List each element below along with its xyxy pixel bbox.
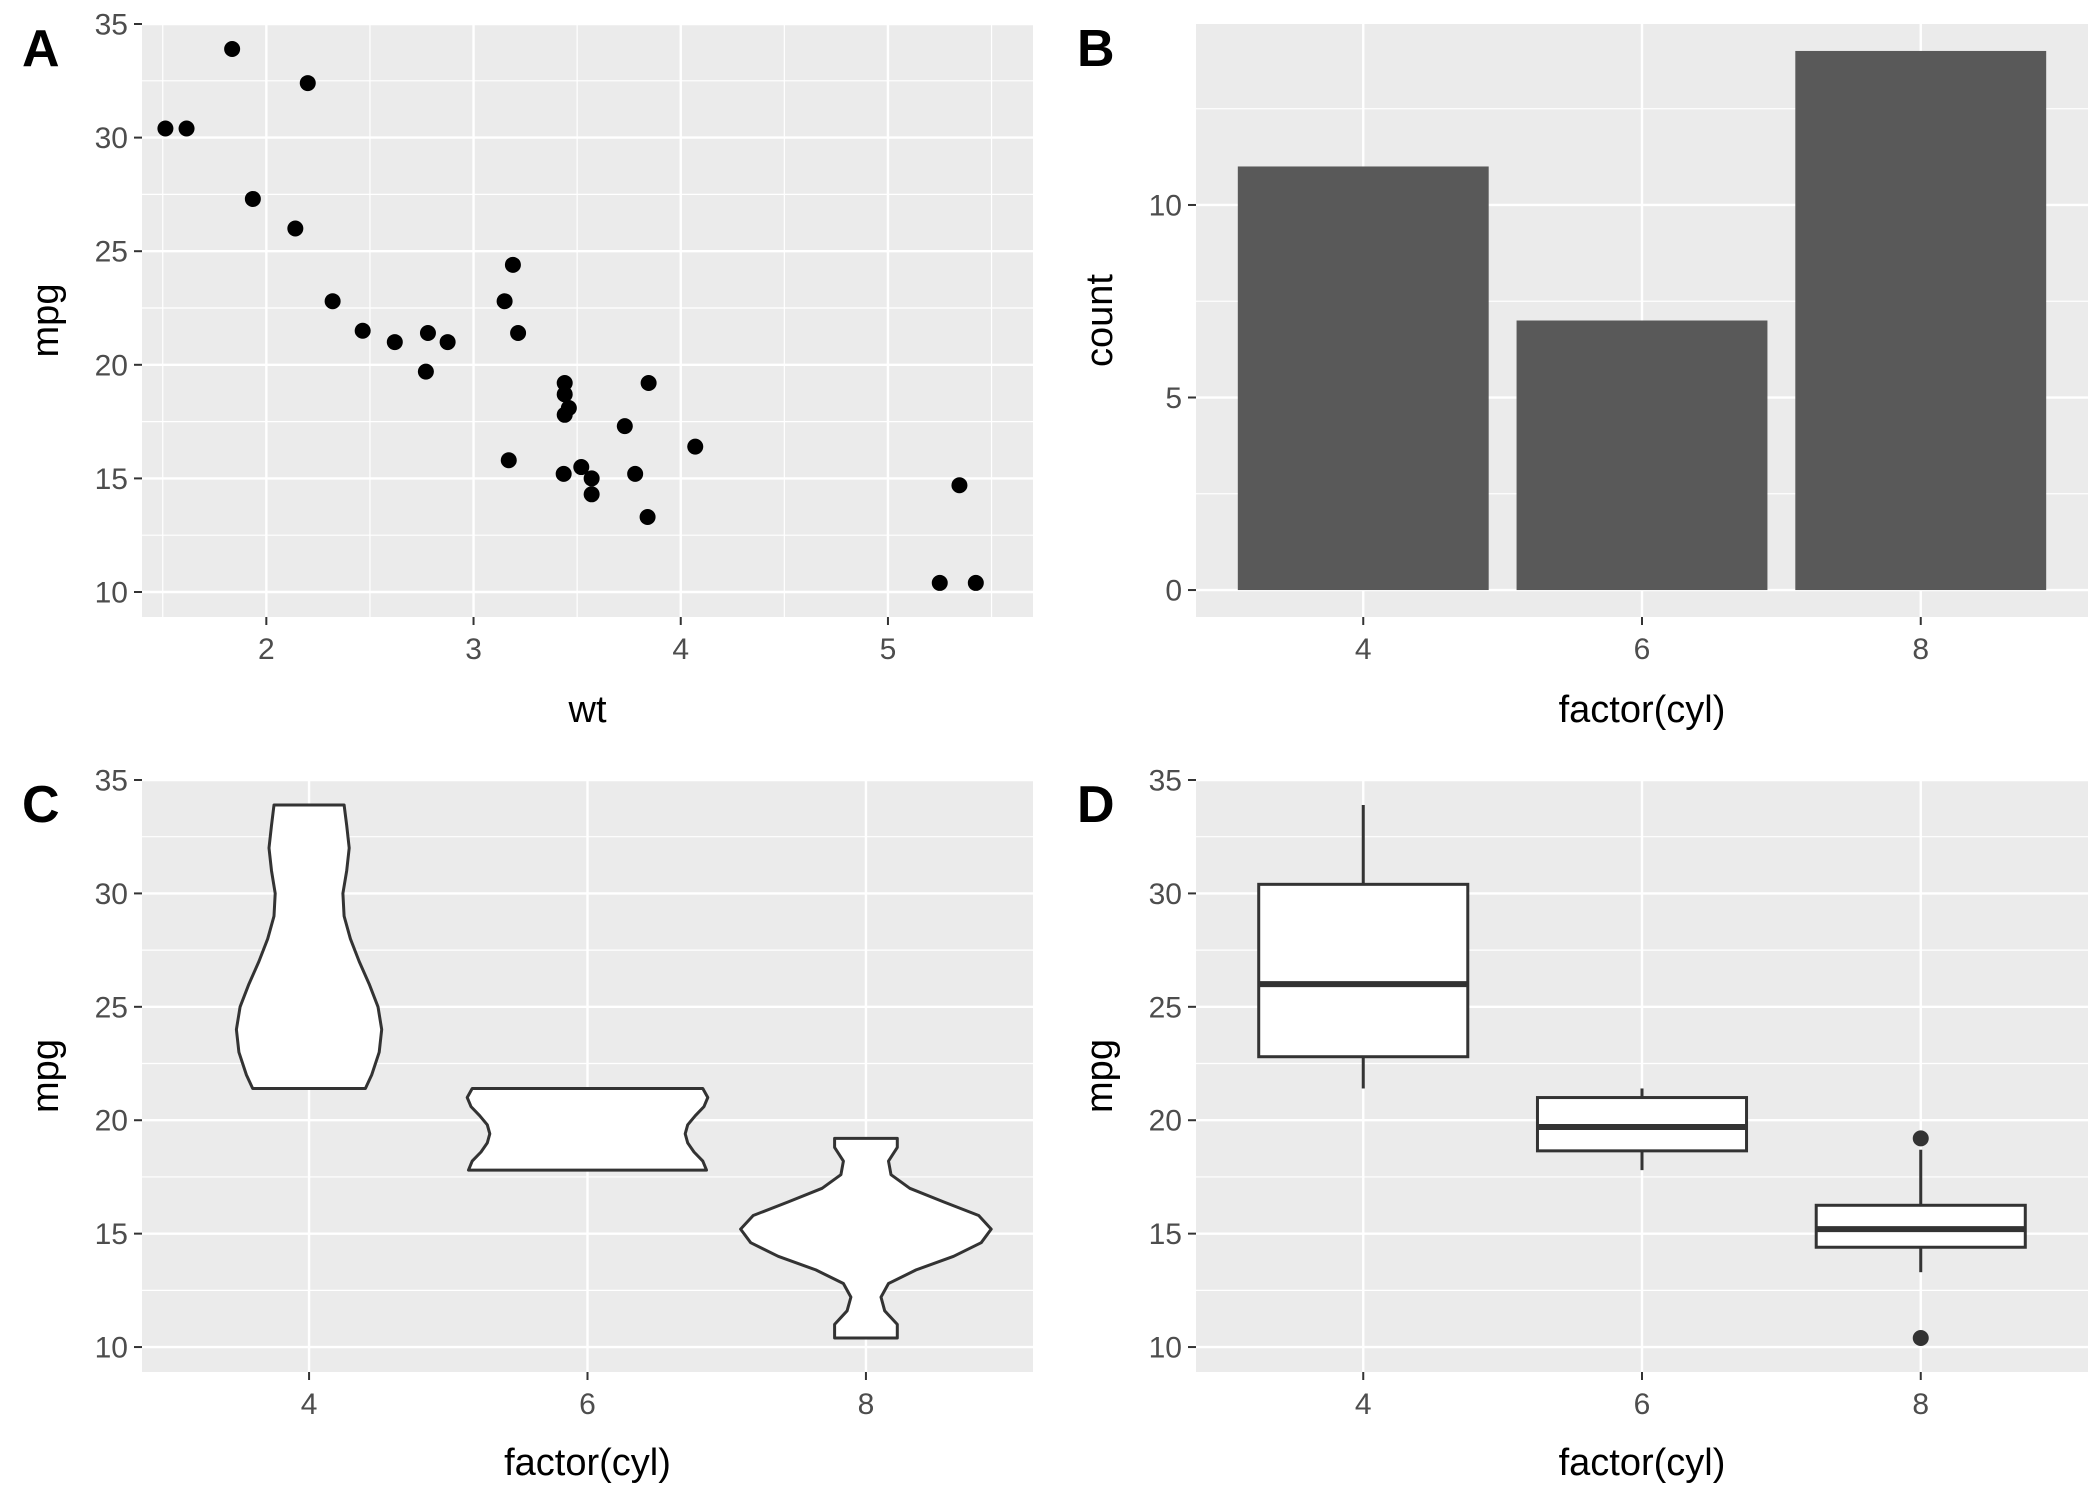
y-axis-title: mpg [1079, 1039, 1121, 1113]
scatter-point [556, 406, 573, 423]
scatter-point [555, 465, 572, 482]
scatter-point [386, 334, 403, 351]
scatter-point [439, 334, 456, 351]
y-tick-label: 0 [1165, 575, 1182, 608]
bar-4 [1237, 166, 1489, 591]
panel-tag: A [22, 20, 60, 78]
scatter-point [640, 374, 657, 391]
y-tick-label: 30 [1149, 878, 1182, 911]
scatter-point [178, 120, 195, 137]
panel-tag: D [1077, 776, 1115, 834]
y-tick-label: 35 [95, 9, 128, 42]
panel-b: 0 5 10 4 6 8 factor(cyl) count B [1077, 20, 2088, 731]
x-tick-label: 4 [672, 633, 689, 666]
violin-8 [739, 1136, 993, 1340]
y-tick-label: 15 [1149, 1218, 1182, 1251]
x-tick-label: 6 [1634, 1388, 1651, 1421]
x-tick-label: 5 [880, 633, 897, 666]
x-tick-label: 8 [858, 1388, 875, 1421]
scatter-point [417, 363, 434, 380]
scatter-point [496, 293, 513, 310]
y-tick-label: 15 [95, 1218, 128, 1251]
bar-6 [1516, 320, 1768, 591]
scatter-point [616, 418, 633, 435]
scatter-point [500, 452, 517, 469]
y-tick-label: 30 [95, 122, 128, 155]
y-tick-label: 20 [95, 1105, 128, 1138]
x-tick-label: 8 [1912, 633, 1929, 666]
scatter-point [573, 459, 590, 476]
scatter-point [583, 470, 600, 487]
scatter-point [419, 324, 436, 341]
scatter-point [354, 322, 371, 339]
y-tick-label: 25 [95, 991, 128, 1024]
outlier-point [1912, 1130, 1929, 1147]
scatter-point [224, 40, 241, 57]
y-tick-label: 10 [1149, 189, 1182, 222]
x-tick-label: 6 [1634, 633, 1651, 666]
scatter-point [287, 220, 304, 237]
y-tick-label: 20 [1149, 1105, 1182, 1138]
y-tick-label: 35 [1149, 765, 1182, 798]
scatter-point [244, 190, 261, 207]
y-axis-title: mpg [25, 284, 67, 358]
y-tick-label: 5 [1165, 382, 1182, 415]
scatter-point [951, 477, 968, 494]
y-tick-label: 10 [1149, 1332, 1182, 1365]
x-tick-label: 3 [465, 633, 482, 666]
scatter-point [157, 120, 174, 137]
y-tick-label: 15 [95, 463, 128, 496]
panel-tag: B [1077, 20, 1115, 78]
y-axis-title: count [1079, 274, 1121, 367]
x-tick-label: 4 [301, 1388, 318, 1421]
scatter-point [556, 374, 573, 391]
y-tick-label: 35 [95, 765, 128, 798]
y-tick-label: 30 [95, 878, 128, 911]
x-axis-title: factor(cyl) [1559, 689, 1726, 731]
x-tick-label: 6 [579, 1388, 596, 1421]
scatter-point [931, 574, 948, 591]
x-axis-title: factor(cyl) [504, 1442, 671, 1484]
scatter-point [556, 386, 573, 403]
scatter-point [687, 438, 704, 455]
x-tick-label: 4 [1355, 1388, 1372, 1421]
x-axis-title: wt [568, 689, 607, 731]
outlier-point [1912, 1329, 1929, 1346]
scatter-point [510, 324, 527, 341]
panel-c: 10 15 20 25 30 35 4 6 8 factor(cyl) mpg C [22, 765, 1033, 1484]
scatter-point [627, 465, 644, 482]
scatter-point [504, 256, 521, 273]
bar-8 [1795, 50, 2047, 591]
panel-tag: C [22, 776, 60, 834]
panel-d: 10 15 20 25 30 35 4 6 8 factor(cyl) mpg D [1077, 765, 2088, 1484]
y-axis-title: mpg [25, 1039, 67, 1113]
y-tick-label: 10 [95, 1332, 128, 1365]
scatter-point [583, 486, 600, 503]
y-tick-label: 25 [1149, 991, 1182, 1024]
violin-4 [234, 803, 384, 1090]
x-tick-label: 8 [1912, 1388, 1929, 1421]
panel-a: 10 15 20 25 30 35 2 3 4 5 wt mpg A [22, 9, 1033, 731]
box-4 [1257, 882, 1470, 1059]
y-tick-label: 10 [95, 577, 128, 610]
x-tick-label: 4 [1355, 633, 1372, 666]
x-axis-title: factor(cyl) [1559, 1442, 1726, 1484]
y-tick-label: 20 [95, 349, 128, 382]
scatter-point [299, 75, 316, 92]
y-tick-label: 25 [95, 236, 128, 269]
panel-background [142, 24, 1033, 617]
violin-6 [465, 1087, 710, 1172]
x-tick-label: 2 [258, 633, 275, 666]
scatter-point [967, 574, 984, 591]
scatter-point [639, 509, 656, 526]
scatter-point [324, 293, 341, 310]
